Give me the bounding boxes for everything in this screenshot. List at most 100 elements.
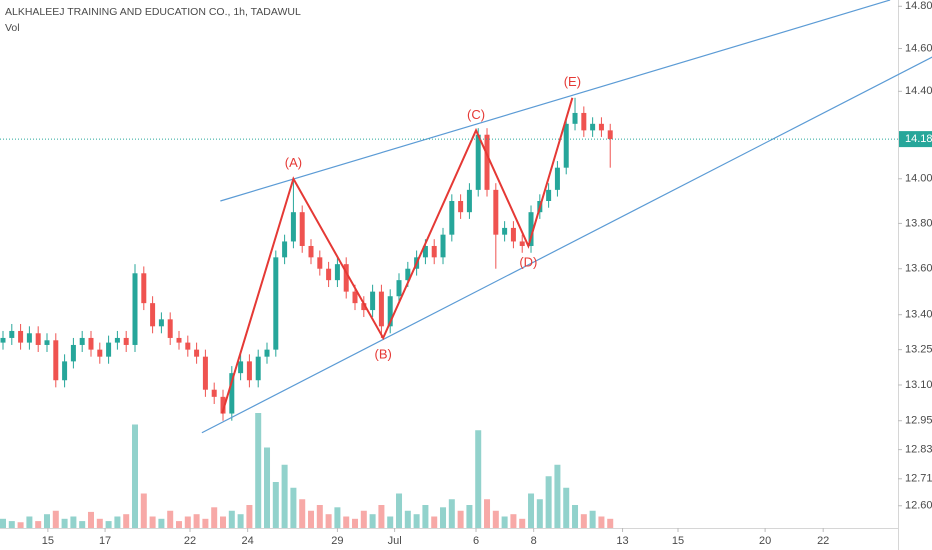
candle-body [35, 333, 41, 345]
volume-bar [52, 510, 59, 528]
volume-bar [70, 516, 77, 528]
candle-body [581, 112, 587, 131]
candle-body [185, 342, 191, 350]
candle-body [158, 319, 164, 327]
candle-body [502, 227, 508, 235]
volume-bar [26, 516, 33, 528]
volume-bar [105, 521, 112, 528]
candle-body [528, 212, 534, 246]
candle-body [475, 134, 481, 190]
volume-bar [316, 505, 323, 528]
x-tick-label: 24 [242, 535, 254, 547]
candle-body [370, 291, 376, 311]
volume-bar [325, 514, 332, 528]
candle-body [343, 264, 349, 292]
volume-bar [43, 514, 50, 528]
volume-bar [501, 516, 508, 528]
candle-body [290, 212, 296, 242]
y-tick-label: 14.40 [905, 85, 932, 97]
candle-body [9, 330, 15, 338]
candle-body [88, 337, 94, 350]
volume-bar [0, 518, 6, 528]
volume-bar [140, 493, 147, 528]
candle-body [220, 396, 226, 414]
candle-body [484, 134, 490, 190]
volume-bar [123, 514, 130, 528]
candle-body [44, 340, 50, 345]
candle-body [326, 268, 332, 281]
candle-body [18, 330, 24, 343]
volume-bar [255, 413, 262, 528]
y-tick-label: 12.60 [905, 500, 932, 512]
y-tick-label: 12.83 [905, 444, 932, 456]
candle-body [510, 227, 516, 242]
candle-body [79, 337, 85, 345]
candle-body [387, 296, 393, 327]
x-tick-label: 22 [184, 535, 196, 547]
volume-label: Vol [5, 22, 20, 34]
volume-bar [158, 518, 165, 528]
volume-bar [572, 505, 579, 528]
candle-body [598, 123, 604, 131]
candle-body [211, 389, 217, 397]
pivot-label: (A) [285, 155, 302, 170]
volume-bar [96, 518, 103, 528]
volume-bar [396, 493, 403, 528]
candle-body [466, 189, 472, 213]
volume-bar [598, 516, 605, 528]
y-tick-label: 13.80 [905, 217, 932, 229]
volume-bar [484, 499, 491, 528]
volume-bar [211, 507, 218, 528]
last-price-label: 14.18 [905, 133, 932, 145]
volume-bar [87, 511, 94, 528]
x-tick-label: 22 [817, 535, 829, 547]
y-tick-label: 14.00 [905, 173, 932, 185]
volume-bar [228, 510, 235, 528]
candle-body [150, 303, 156, 327]
x-tick-label: Jul [388, 535, 402, 547]
pivot-label: (D) [519, 254, 537, 269]
volume-bar [589, 510, 596, 528]
volume-bar [220, 516, 227, 528]
volume-bar [457, 510, 464, 528]
candle-body [590, 123, 596, 131]
volume-bar [35, 521, 42, 528]
candle-body [238, 361, 244, 374]
volume-bar [475, 430, 482, 528]
volume-bar [202, 518, 209, 528]
volume-bar [343, 516, 350, 528]
volume-bar [176, 521, 183, 528]
pivot-label: (E) [564, 74, 581, 89]
candle-body [378, 291, 384, 327]
trend-line [220, 0, 891, 202]
volume-bar [413, 514, 420, 528]
chart-title: ALKHALEEJ TRAINING AND EDUCATION CO., 1h… [5, 6, 301, 18]
candle-body [449, 201, 455, 235]
volume-bar [536, 499, 543, 528]
volume-bar [422, 505, 429, 528]
volume-bar [281, 464, 288, 528]
volume-bar [387, 516, 394, 528]
candle-body [361, 303, 367, 311]
volume-bar [131, 424, 138, 528]
x-tick-label: 17 [99, 535, 111, 547]
volume-bar [8, 521, 15, 528]
candle-body [422, 245, 428, 258]
last-price-tag [899, 131, 932, 148]
volume-bar [492, 510, 499, 528]
volume-bar [554, 464, 561, 528]
candle-body [176, 337, 182, 343]
x-tick-label: 6 [473, 535, 479, 547]
candle-body [299, 212, 305, 246]
candle-body [546, 189, 552, 202]
x-tick-label: 8 [531, 535, 537, 547]
y-tick-label: 14.80 [905, 0, 932, 12]
volume-bar [431, 516, 438, 528]
volume-bar [369, 514, 376, 528]
x-tick-label: 20 [759, 535, 771, 547]
volume-bar [607, 518, 614, 528]
x-tick-label: 29 [331, 535, 343, 547]
candle-body [334, 264, 340, 281]
candle-body [114, 337, 120, 343]
